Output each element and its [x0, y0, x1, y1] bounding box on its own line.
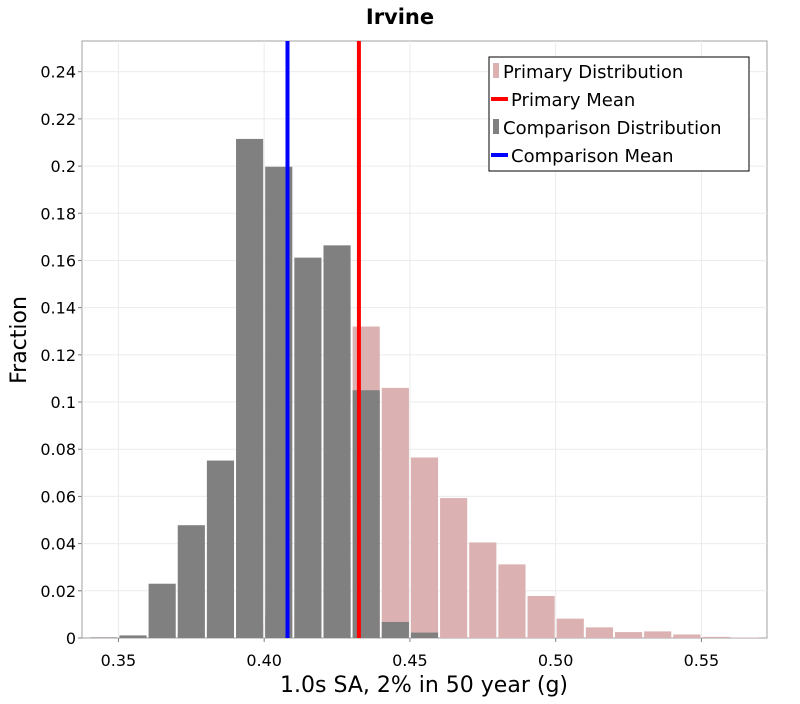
y-tick-label: 0 [66, 629, 76, 648]
x-tick-label: 0.45 [392, 651, 428, 670]
primary-distribution-bar [528, 596, 555, 638]
legend-label-comparison-mean: Comparison Mean [511, 146, 674, 167]
y-tick-label: 0.16 [40, 251, 76, 270]
comparison-distribution-bar [178, 525, 205, 638]
comparison-distribution-bar [323, 245, 350, 638]
legend-swatch-comparison-mean [491, 153, 508, 157]
chart-title: Irvine [366, 5, 434, 29]
primary-distribution-bar [411, 457, 438, 638]
x-tick-label: 0.40 [246, 651, 282, 670]
x-tick-label: 0.50 [538, 651, 574, 670]
y-axis-ticks: 0 0.02 0.04 0.06 0.08 0.1 0.12 0.14 0.16 0.18 0.2 0… [40, 63, 82, 648]
legend-swatch-primary-mean [491, 97, 508, 101]
legend-label-primary-distribution: Primary Distribution [503, 62, 683, 83]
y-tick-label: 0.02 [40, 582, 76, 601]
y-tick-label: 0.24 [40, 63, 76, 82]
y-tick-label: 0.06 [40, 487, 76, 506]
y-tick-label: 0.2 [51, 157, 76, 176]
primary-distribution-bar [702, 637, 729, 638]
comparison-distribution-bar [294, 258, 321, 638]
primary-distribution-bar [469, 542, 496, 638]
primary-distribution-bar [498, 564, 525, 638]
primary-distribution-bar [440, 498, 467, 638]
primary-distribution-bar [557, 619, 584, 638]
y-tick-label: 0.14 [40, 299, 76, 318]
comparison-distribution-bar [149, 584, 176, 638]
comparison-distribution-bar [236, 139, 263, 638]
y-tick-label: 0.22 [40, 110, 76, 129]
primary-distribution-bar [644, 631, 671, 638]
y-tick-label: 0.04 [40, 535, 76, 554]
primary-distribution-bar [382, 388, 409, 638]
legend-swatch-primary-distribution [493, 63, 499, 78]
y-axis-label: Fraction [7, 296, 32, 384]
comparison-distribution-bar [353, 390, 380, 638]
legend-label-primary-mean: Primary Mean [511, 90, 635, 111]
x-axis-ticks: 0.35 0.40 0.45 0.50 0.55 [101, 638, 720, 670]
y-tick-label: 0.12 [40, 346, 76, 365]
primary-distribution-bar [673, 634, 700, 638]
y-tick-label: 0.1 [51, 393, 76, 412]
legend-swatch-comparison-distribution [493, 119, 499, 134]
comparison-distribution-bar [411, 633, 438, 638]
comparison-distribution-bar [207, 461, 234, 638]
y-tick-label: 0.18 [40, 204, 76, 223]
primary-distribution-bar [615, 632, 642, 638]
x-axis-label: 1.0s SA, 2% in 50 year (g) [280, 673, 568, 698]
primary-distribution-bar [586, 627, 613, 638]
x-tick-label: 0.55 [684, 651, 720, 670]
comparison-distribution-bar [382, 622, 409, 638]
legend-label-comparison-distribution: Comparison Distribution [503, 118, 722, 139]
comparison-distribution-bar [119, 635, 146, 638]
legend: Primary Distribution Primary Mean Compar… [489, 57, 749, 171]
x-tick-label: 0.35 [101, 651, 137, 670]
y-tick-label: 0.08 [40, 440, 76, 459]
